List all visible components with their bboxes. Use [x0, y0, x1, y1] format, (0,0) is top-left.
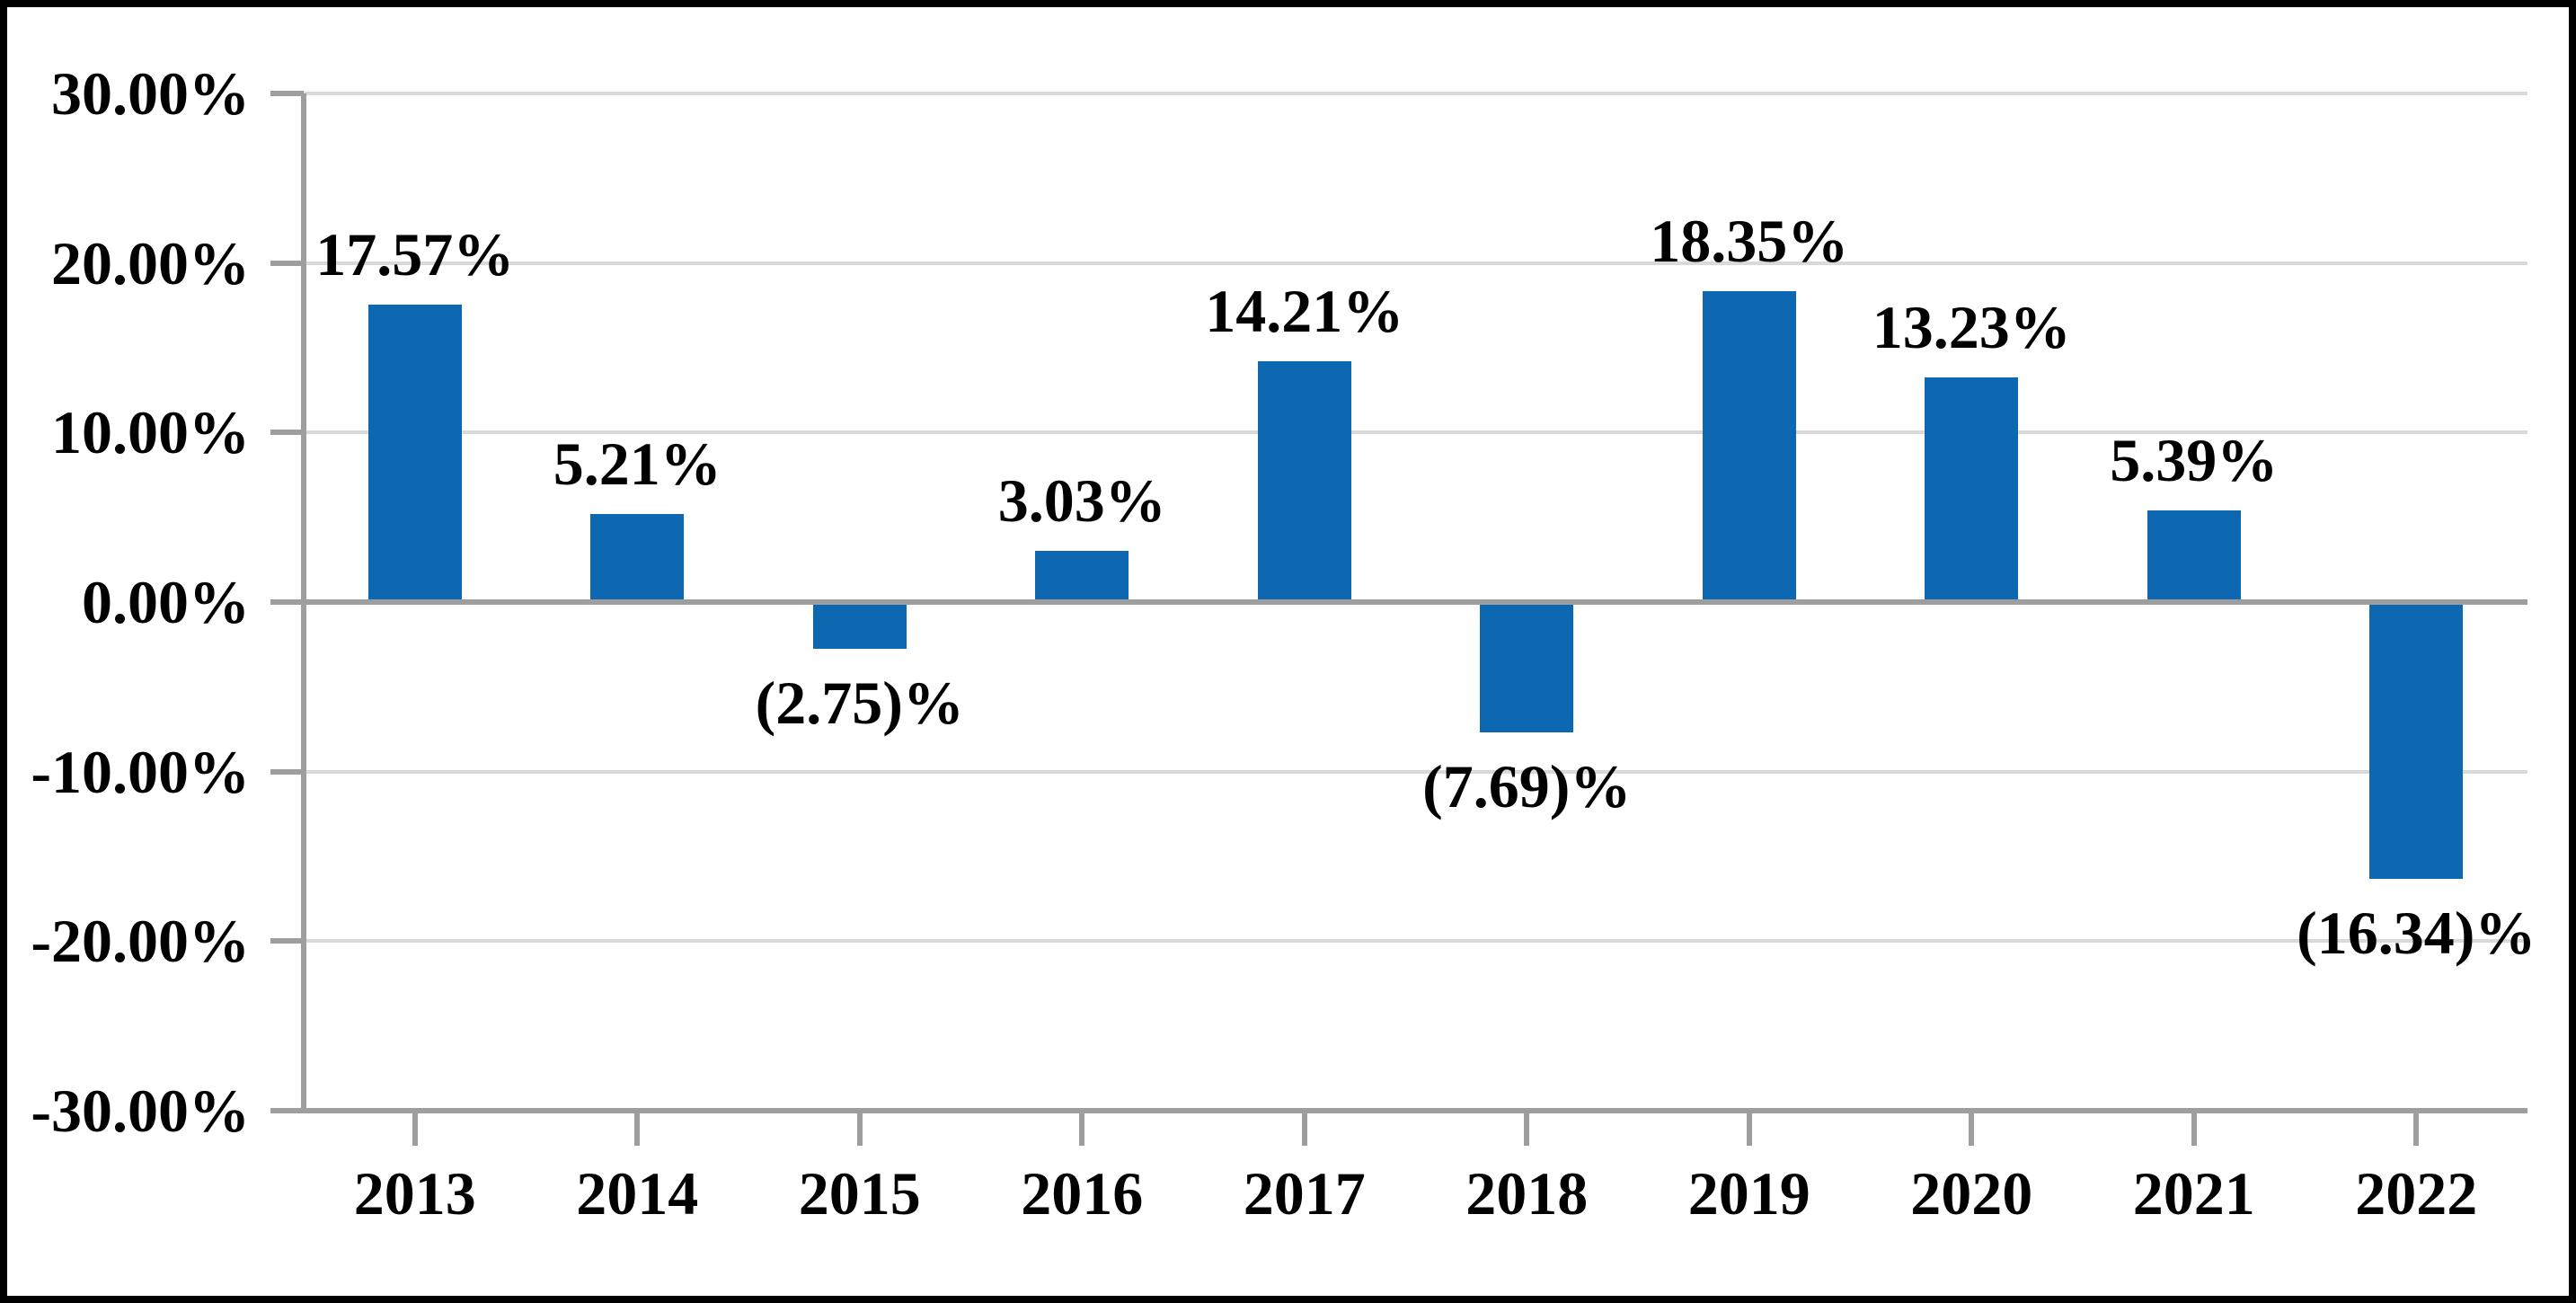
y-axis-tick-label: -30.00% [31, 1077, 250, 1145]
y-axis-tick-label: 0.00% [82, 568, 250, 636]
x-axis-label-2016: 2016 [1021, 1159, 1144, 1228]
x-axis-tick [1524, 1113, 1530, 1146]
x-axis-label-2013: 2013 [353, 1159, 476, 1228]
x-axis-tick [1301, 1113, 1307, 1146]
x-axis-tick [1969, 1113, 1975, 1146]
y-axis-tick [270, 91, 304, 96]
y-gridline [304, 92, 2527, 95]
bar-2018 [1480, 602, 1574, 733]
y-axis-tick-label: -20.00% [31, 907, 250, 976]
bar-label-2013: 17.57% [315, 219, 515, 288]
x-axis-tick [2413, 1113, 2420, 1146]
bar-label-2014: 5.21% [553, 429, 721, 498]
bar-label-2017: 14.21% [1205, 276, 1404, 345]
bar-2014 [590, 513, 685, 602]
y-axis-tick [270, 768, 304, 775]
bar-2022 [2369, 602, 2464, 880]
y-axis-line [301, 93, 306, 1111]
y-axis-tick [270, 938, 304, 944]
y-gridline [304, 430, 2527, 435]
bar-label-2020: 13.23% [1872, 293, 2071, 362]
x-axis-line [270, 1108, 2527, 1113]
y-gridline [304, 261, 2527, 265]
y-axis-tick [270, 599, 304, 605]
x-axis-label-2014: 2014 [576, 1159, 699, 1228]
x-axis-label-2021: 2021 [2132, 1159, 2255, 1228]
y-gridline [304, 769, 2527, 774]
bar-label-2016: 3.03% [997, 465, 1166, 535]
bar-2021 [2147, 510, 2241, 602]
x-axis-tick [634, 1113, 641, 1146]
zero-axis-line [304, 599, 2527, 605]
x-axis-label-2022: 2022 [2355, 1159, 2478, 1228]
y-axis-tick-label: -10.00% [31, 737, 250, 806]
bar-2016 [1035, 550, 1129, 602]
bar-2019 [1702, 290, 1796, 602]
bar-2015 [812, 602, 907, 649]
bar-2013 [367, 304, 462, 602]
x-axis-label-2019: 2019 [1687, 1159, 1810, 1228]
bar-label-2015: (2.75)% [755, 668, 964, 737]
bar-2020 [1925, 377, 2019, 602]
bar-label-2018: (7.69)% [1422, 752, 1632, 821]
y-axis-tick-label: 20.00% [51, 228, 250, 297]
x-axis-tick [1746, 1113, 1752, 1146]
bar-label-2022: (16.34)% [2297, 899, 2536, 968]
x-axis-tick [2191, 1113, 2197, 1146]
y-axis-tick [270, 430, 304, 436]
x-axis-label-2017: 2017 [1243, 1159, 1366, 1228]
bar-label-2019: 18.35% [1650, 206, 1849, 275]
x-axis-tick [1079, 1113, 1085, 1146]
y-axis-tick [270, 260, 304, 266]
x-axis-label-2020: 2020 [1910, 1159, 2033, 1228]
y-gridline [304, 939, 2527, 944]
y-axis-tick-label: 30.00% [51, 59, 250, 128]
y-axis-tick-label: 10.00% [51, 398, 250, 467]
bar-label-2021: 5.39% [2110, 426, 2279, 495]
x-axis-label-2015: 2015 [798, 1159, 921, 1228]
x-axis-tick [856, 1113, 863, 1146]
x-axis-tick [412, 1113, 418, 1146]
bar-2017 [1257, 360, 1351, 602]
x-axis-label-2018: 2018 [1465, 1159, 1589, 1228]
